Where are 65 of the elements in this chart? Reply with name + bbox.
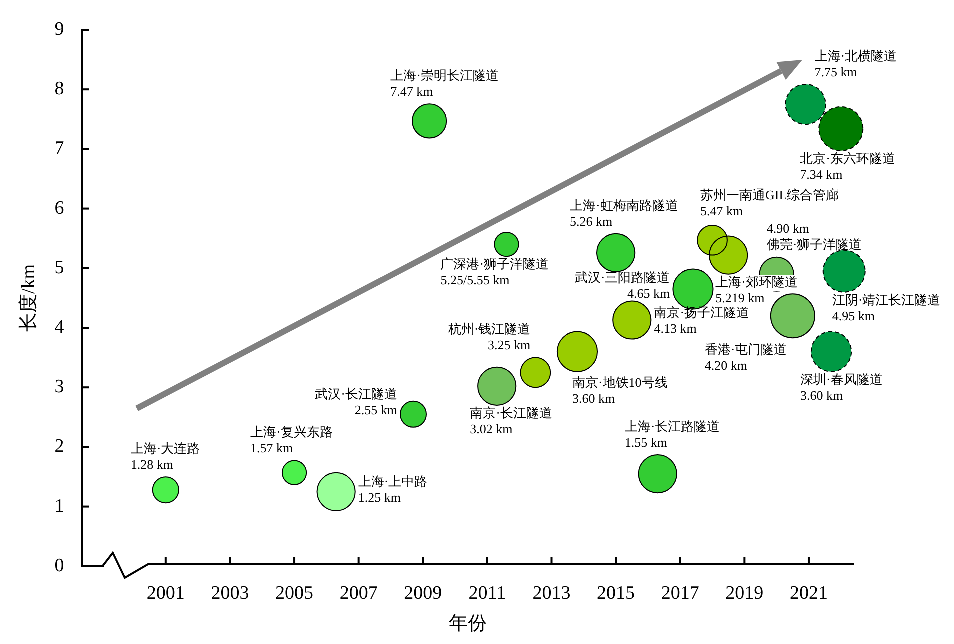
- data-label: 7.34 km: [800, 166, 843, 182]
- series-label: 上海·郊环隧道: [716, 274, 798, 290]
- data-label: 4.90 km: [766, 221, 810, 236]
- data-label: 5.25/5.55 km: [440, 272, 510, 288]
- series-label: 广深港·狮子洋隧道: [440, 256, 550, 272]
- data-label: 3.02 km: [470, 421, 513, 436]
- x-tick-label: 2001: [146, 582, 185, 604]
- data-label: 7.75 km: [814, 64, 858, 80]
- y-tick-label: 7: [54, 138, 64, 160]
- x-tick-label: 2011: [468, 582, 506, 604]
- text: 上海·复兴东路: [250, 424, 333, 440]
- data-label: 5.219 km: [716, 290, 765, 306]
- data-label: 5.47 km: [700, 203, 744, 218]
- data-label: 4.13 km: [654, 321, 697, 336]
- series-label: 南京·长江隧道: [470, 405, 552, 420]
- data-label: 4.95 km: [832, 308, 875, 324]
- data-label: 3.60 km: [800, 388, 844, 403]
- series-label: 深圳·春风隧道: [800, 372, 883, 387]
- data-label: 1.57 km: [250, 440, 294, 456]
- data-label: 4.65 km: [628, 286, 670, 302]
- y-tick-label: 4: [54, 316, 65, 338]
- y-tick-label: 6: [54, 198, 64, 219]
- y-tick-label: 8: [54, 78, 64, 100]
- data-label: 4.20 km: [704, 358, 748, 373]
- y-axis-title: 长度/km: [17, 264, 40, 332]
- y-tick-label: 1: [54, 496, 64, 517]
- data-label: 1.55 km: [624, 434, 668, 450]
- x-tick-label: 2003: [211, 582, 250, 604]
- x-tick-label: 2021: [790, 582, 828, 604]
- y-tick-label: 2: [54, 436, 64, 458]
- x-tick-label: 2017: [661, 582, 700, 604]
- text: 上海·崇明长江隧道: [390, 68, 499, 84]
- x-tick-label: 2013: [532, 582, 571, 604]
- series-label: 苏州一南通GIL综合管廊: [700, 187, 840, 202]
- data-label: 7.47 km: [390, 84, 434, 100]
- x-tick-label: 2019: [726, 582, 764, 604]
- x-axis-title: 年份: [449, 614, 488, 635]
- data-label: 1.28 km: [130, 457, 174, 472]
- y-tick-label: 5: [54, 257, 64, 278]
- data-label: 1.25 km: [358, 490, 401, 505]
- data-label: 3.25 km: [488, 338, 531, 353]
- series-label: 上海·北横隧道: [814, 48, 898, 64]
- series-label: 香港·屯门隧道: [704, 342, 788, 357]
- text: 上海·长江路隧道: [624, 418, 720, 434]
- data-label: 5.26 km: [570, 214, 613, 229]
- x-tick-label: 2009: [404, 582, 442, 604]
- series-label: 武汉·三阳路隧道: [574, 270, 670, 286]
- series-label: 上海·上中路: [358, 474, 428, 489]
- data-label: 3.60 km: [572, 390, 616, 406]
- series-label: 南京·地铁10号线: [572, 374, 668, 390]
- series-label: 江阴·靖江长江隧道: [832, 292, 941, 308]
- y-tick-label: 3: [54, 376, 64, 398]
- x-tick-label: 2015: [597, 582, 636, 604]
- series-label: 北京·东六环隧道: [800, 150, 896, 166]
- series-label: 佛莞·狮子洋隧道: [766, 237, 862, 252]
- text: 上海·大连路: [130, 441, 200, 456]
- x-tick-label: 2005: [276, 582, 314, 604]
- text: 上海·虹梅南路隧道: [570, 198, 678, 213]
- series-label: 南京·扬子江隧道: [654, 305, 750, 320]
- series-label: 武汉·长江隧道: [315, 386, 398, 402]
- y-tick-label: 0: [54, 555, 64, 576]
- series-label: 杭州·钱江隧道: [447, 322, 531, 337]
- x-tick-label: 2007: [340, 582, 378, 604]
- data-label: 2.55 km: [354, 402, 398, 418]
- y-tick-label: 9: [54, 18, 64, 40]
